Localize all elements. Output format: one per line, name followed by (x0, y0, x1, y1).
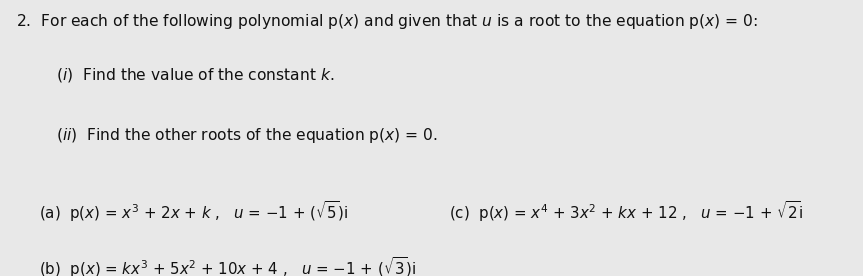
Text: ($i$)  Find the value of the constant $k$.: ($i$) Find the value of the constant $k$… (56, 66, 335, 84)
Text: (b)  p($x$) = $kx^3$ + 5$x^2$ + 10$x$ + 4 ,   $u$ = −1 + ($\sqrt{3}$)i: (b) p($x$) = $kx^3$ + 5$x^2$ + 10$x$ + 4… (39, 255, 416, 276)
Text: 2.  For each of the following polynomial p($x$) and given that $u$ is a root to : 2. For each of the following polynomial … (16, 12, 758, 31)
Text: ($ii$)  Find the other roots of the equation p($x$) = 0.: ($ii$) Find the other roots of the equat… (56, 126, 438, 145)
Text: (c)  p($x$) = $x^4$ + 3$x^2$ + $kx$ + 12 ,   $u$ = −1 + $\sqrt{2}$i: (c) p($x$) = $x^4$ + 3$x^2$ + $kx$ + 12 … (449, 199, 803, 224)
Text: (a)  p($x$) = $x^3$ + 2$x$ + $k$ ,   $u$ = −1 + ($\sqrt{5}$)i: (a) p($x$) = $x^3$ + 2$x$ + $k$ , $u$ = … (39, 199, 348, 224)
